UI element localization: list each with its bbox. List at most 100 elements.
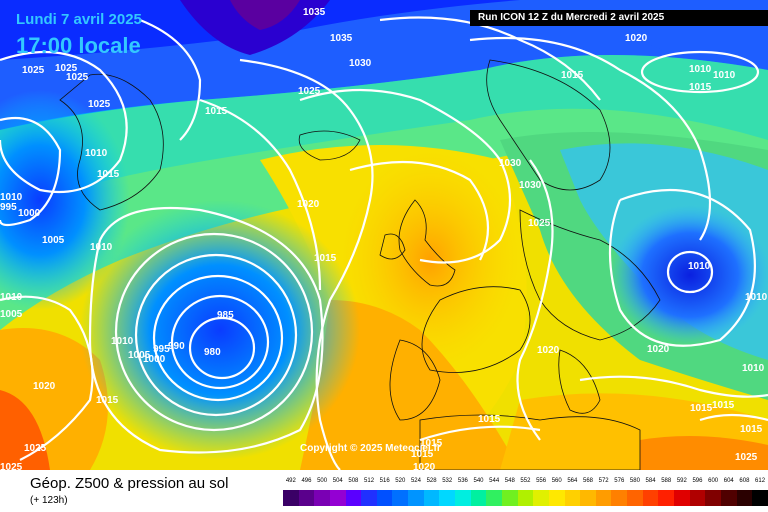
scale-tick-label: 584 [645, 478, 656, 484]
map-title: Géop. Z500 & pression au sol [30, 475, 229, 492]
forecast-date: Lundi 7 avril 2025 [16, 11, 142, 28]
scale-color-swatch [361, 490, 377, 506]
isobar-label: 1015 [561, 70, 584, 81]
scale-color-swatch [517, 490, 534, 506]
scale-color-swatch [408, 490, 424, 506]
scale-color-swatch [423, 490, 440, 506]
isobar-label: 1015 [740, 424, 763, 435]
scale-color-swatch [392, 490, 409, 506]
isobar-label: 1025 [735, 452, 758, 463]
isobar-label: 1020 [625, 33, 648, 44]
isobar-label: 1015 [96, 395, 119, 406]
scale-color-swatch [439, 490, 456, 506]
isobar-label: 1020 [537, 345, 560, 356]
isobar-label: 1020 [413, 462, 436, 470]
scale-tick-label: 600 [708, 478, 719, 484]
isobar-label: 1020 [33, 381, 56, 392]
scale-color-swatch [720, 490, 737, 506]
scale-tick-label: 532 [442, 478, 453, 484]
scale-color-swatch [329, 490, 346, 506]
isobar-label: 1010 [90, 242, 113, 253]
color-scale-bar [283, 490, 768, 506]
scale-tick-label: 536 [457, 478, 468, 484]
isobars [0, 16, 768, 470]
isobar-label: 1010 [0, 192, 23, 203]
scale-tick-label: 492 [285, 478, 296, 484]
isobar-label: 1020 [647, 344, 670, 355]
isobar-label: 1015 [411, 449, 434, 460]
isobar-label: 1025 [22, 65, 45, 76]
scale-tick-label: 504 [332, 478, 343, 484]
isobar-label: 1010 [689, 64, 712, 75]
scale-tick-label: 572 [598, 478, 609, 484]
isobar-label: 1010 [0, 292, 23, 303]
scale-tick-label: 528 [426, 478, 437, 484]
scale-color-swatch [642, 490, 659, 506]
scale-tick-label: 500 [317, 478, 328, 484]
isobar-label: 1015 [205, 106, 228, 117]
isobar-label: 1005 [42, 235, 65, 246]
isobar-label: 1010 [745, 292, 768, 303]
isobar-label: 1025 [528, 218, 551, 229]
scale-tick-label: 524 [410, 478, 421, 484]
isobar-label: 1015 [690, 403, 713, 414]
isobar-label: 1005 [0, 309, 23, 320]
isobar-label: 1015 [478, 414, 501, 425]
scale-tick-label: 520 [395, 478, 406, 484]
scale-color-swatch [455, 490, 471, 506]
coastlines [59, 59, 661, 470]
scale-color-swatch [376, 490, 393, 506]
isobar-label: 1005 [128, 350, 151, 361]
copyright-notice: Copyright © 2025 Meteociel.fr [300, 443, 441, 454]
isobar-label: 1025 [0, 462, 23, 470]
isobar-label: 1015 [712, 400, 735, 411]
scale-color-swatch [580, 490, 596, 506]
isobar-label: 1010 [713, 70, 736, 81]
scale-color-swatch [283, 490, 299, 506]
scale-tick-label: 552 [520, 478, 531, 484]
scale-color-swatch [752, 490, 768, 506]
scale-color-swatch [595, 490, 612, 506]
isobar-label: 1000 [143, 354, 166, 365]
isobar-label: 1025 [88, 99, 111, 110]
isobar-label: 1030 [349, 58, 372, 69]
isobar-label: 980 [204, 347, 221, 358]
isobar-label: 1015 [420, 438, 443, 449]
isobar-label: 1030 [499, 158, 522, 169]
isobar-label: 1025 [298, 86, 321, 97]
isobar-label: 1010 [688, 261, 711, 272]
model-run-banner: Run ICON 12 Z du Mercredi 2 avril 2025 [470, 10, 768, 26]
scale-tick-label: 496 [301, 478, 312, 484]
scale-tick-label: 564 [567, 478, 578, 484]
scale-color-swatch [501, 490, 518, 506]
isobar-label: 1015 [314, 253, 337, 264]
isobar-label: 1025 [55, 63, 78, 74]
scale-tick-label: 568 [582, 478, 593, 484]
isobar-label: 1010 [85, 148, 108, 159]
scale-tick-label: 592 [676, 478, 687, 484]
scale-tick-label: 596 [692, 478, 703, 484]
scale-tick-label: 508 [348, 478, 359, 484]
scale-color-swatch [674, 490, 690, 506]
isobar-label: 1020 [297, 199, 320, 210]
scale-color-swatch [611, 490, 628, 506]
isobar-label: 985 [217, 310, 234, 321]
isobar-label: 1010 [742, 363, 765, 374]
scale-tick-label: 556 [536, 478, 547, 484]
scale-tick-label: 540 [473, 478, 484, 484]
scale-color-swatch [486, 490, 502, 506]
isobar-label: 1025 [24, 443, 47, 454]
scale-tick-label: 580 [629, 478, 640, 484]
scale-tick-label: 516 [379, 478, 390, 484]
isobar-label: 1015 [689, 82, 712, 93]
map-canvas: 1035 1035 1030 1025 1025 1025 1025 1025 … [0, 0, 768, 470]
scale-color-swatch [564, 490, 581, 506]
scale-tick-label: 560 [551, 478, 562, 484]
color-scale-legend: 492 496 500 504 508 512 516 520 524 528 532 536 540 5… [283, 478, 768, 508]
scale-color-swatch [314, 490, 330, 506]
isobar-label: 995 [153, 344, 170, 355]
scale-color-swatch [298, 490, 315, 506]
isobar-label: 990 [168, 341, 185, 352]
scale-color-swatch [548, 490, 565, 506]
scale-tick-label: 588 [661, 478, 672, 484]
